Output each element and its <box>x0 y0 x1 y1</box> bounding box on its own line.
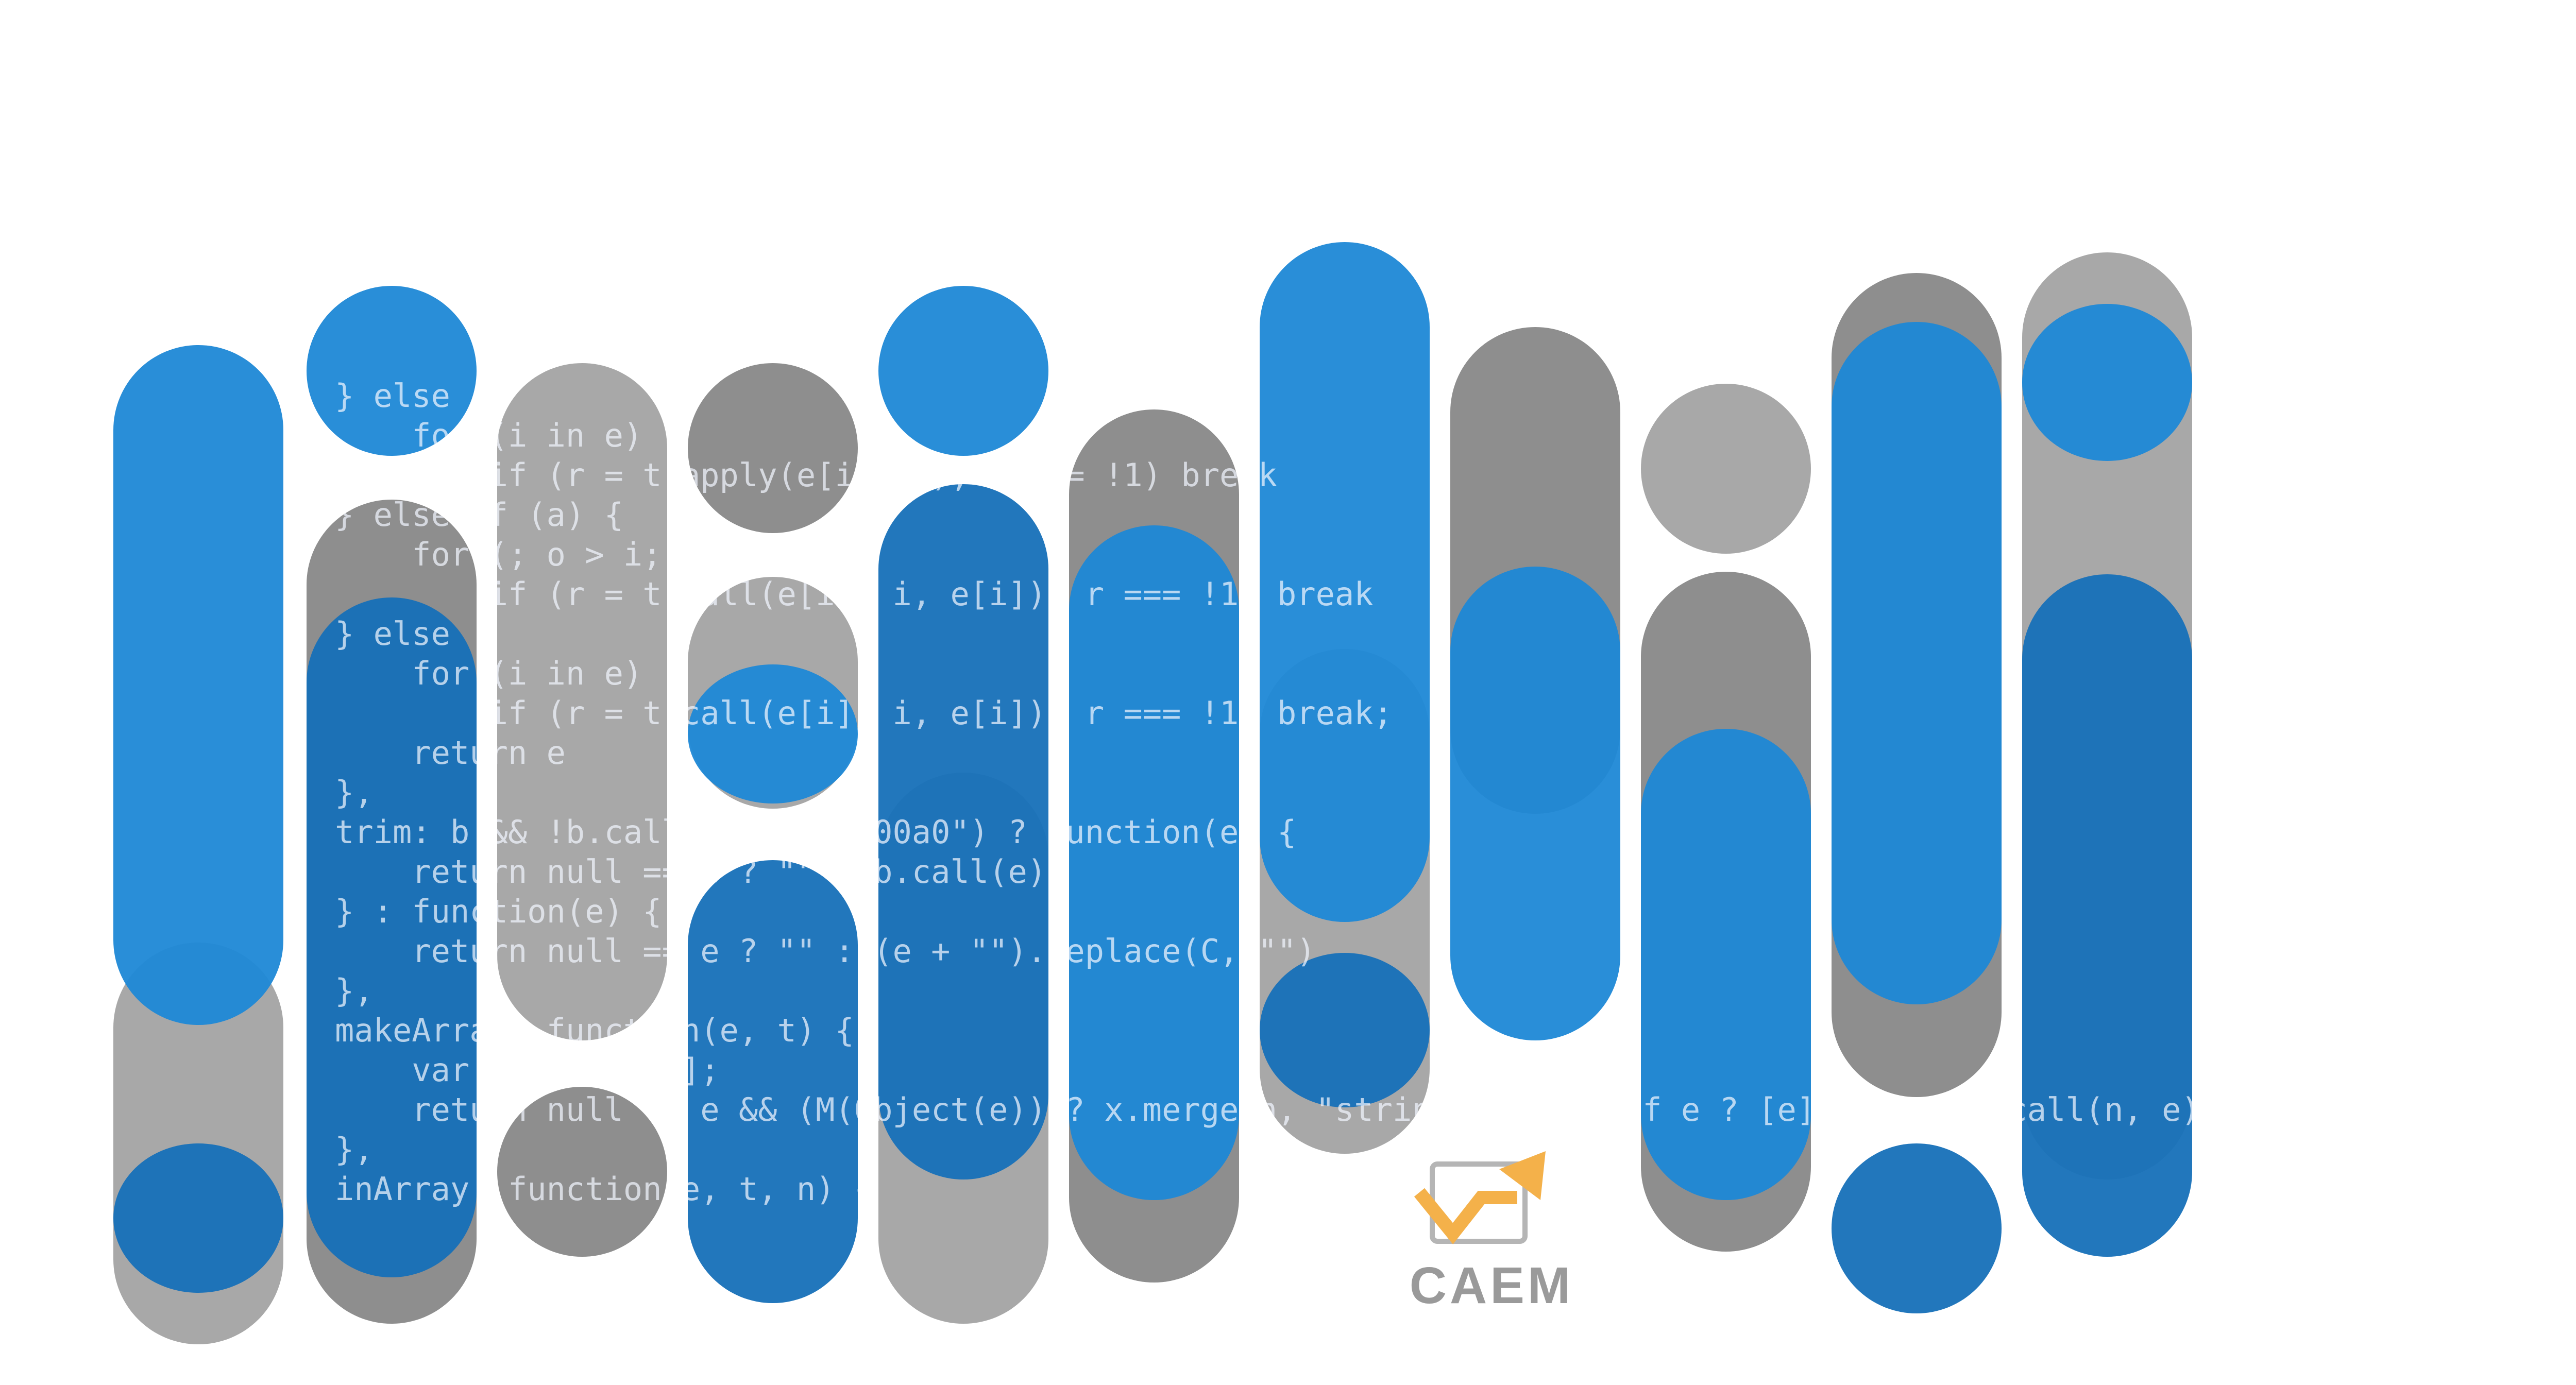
code-line: return null != e && (M(Object(e)) ? x.me… <box>335 1091 2277 1128</box>
gray-pill <box>497 1087 667 1257</box>
code-line: } else <box>335 615 450 653</box>
code-line: if (r = t.apply(e[i], n), r === !1) brea… <box>335 456 1277 494</box>
code-line: }, <box>335 972 374 1010</box>
blue-pill <box>2022 304 2192 461</box>
gray-pill <box>497 363 667 1040</box>
blue-pill <box>2022 574 2192 1257</box>
blue-pill <box>307 286 477 456</box>
blue-pill <box>307 597 477 1277</box>
blue-pill <box>1260 953 1430 1107</box>
code-line: } : function(e) { <box>335 893 662 930</box>
code-line: makeArray: function(e, t) { <box>335 1012 854 1049</box>
blue-pill <box>688 860 858 1303</box>
code-line: var n = t || []; <box>335 1051 720 1089</box>
code-line: if (r = t.call(e[i], i, e[i]), r === !1)… <box>335 575 1374 613</box>
code-line: trim: b && !b.call("\ufeff\u00a0") ? fun… <box>335 813 1296 851</box>
code-line: return null == e ? "" : b.call(e) <box>335 853 1046 891</box>
logo-text: CAEM <box>1410 1257 1573 1313</box>
blue-pill <box>688 664 858 803</box>
blue-pill <box>1832 1143 2002 1313</box>
code-line: if (r = t.call(e[i], i, e[i]), r === !1)… <box>335 694 1393 732</box>
blue-pill <box>878 286 1048 456</box>
code-line: } else if (a) { <box>335 496 623 534</box>
gray-pill <box>1641 384 1811 554</box>
code-line: inArray: function(e, t, n) { <box>335 1170 873 1208</box>
code-line: }, <box>335 774 374 811</box>
code-line: return null == e ? "" : (e + "").replace… <box>335 932 1316 970</box>
blue-pill <box>1832 322 2002 1004</box>
code-line: for (i in e) <box>335 655 642 692</box>
chart-arrow-icon <box>1414 1151 1546 1244</box>
blue-pill <box>113 345 283 1025</box>
caem-logo: CAEM <box>1370 1149 1613 1314</box>
blue-pill <box>1069 525 1239 1200</box>
blue-pill <box>1260 242 1430 922</box>
code-line: } else <box>335 377 450 415</box>
code-line: return e <box>335 734 566 772</box>
blue-pill <box>113 1143 283 1293</box>
blue-pill <box>1641 729 1811 1200</box>
code-line: for (i in e) <box>335 417 642 454</box>
blue-pill <box>1450 567 1620 1040</box>
gray-pill <box>688 363 858 533</box>
code-line: }, <box>335 1131 374 1168</box>
code-line: for (; o > i; i++) <box>335 536 758 573</box>
blue-pill <box>878 484 1048 1179</box>
